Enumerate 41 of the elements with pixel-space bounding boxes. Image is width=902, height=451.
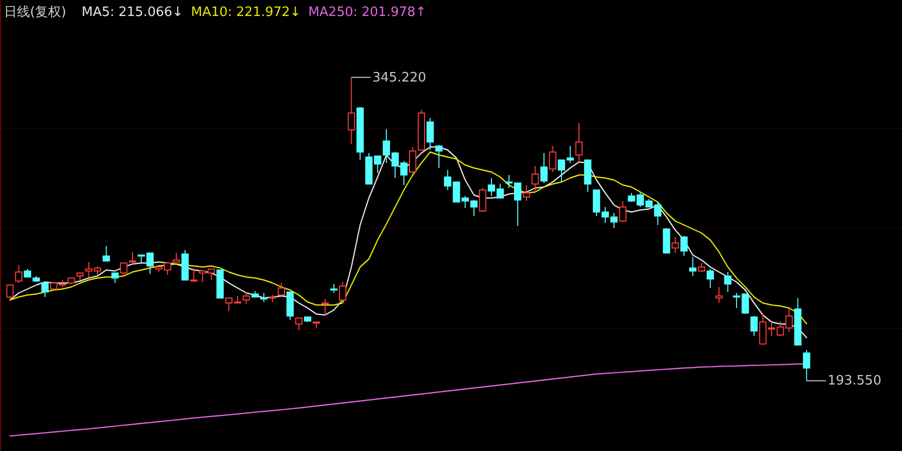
candlestick [662, 228, 670, 254]
candlestick [321, 298, 329, 316]
candlestick [41, 282, 49, 298]
candlestick [802, 350, 810, 382]
candlestick [750, 316, 758, 336]
text: MA250: 201.978↑ [308, 5, 426, 20]
candlestick [672, 236, 679, 254]
candlestick [689, 256, 696, 276]
candlestick [426, 118, 434, 150]
candlestick [111, 272, 119, 284]
candlestick [724, 272, 732, 292]
candlestick [286, 292, 294, 320]
candlestick [715, 286, 723, 304]
candlestick [575, 122, 583, 162]
candlestick [120, 262, 128, 276]
candlestick [348, 76, 356, 144]
candlestick [522, 184, 530, 202]
candlestick [128, 252, 136, 266]
text: MA5: 215.066↓ [82, 5, 184, 20]
text: MA10: 221.972↓ [191, 5, 301, 20]
candlestick [706, 268, 714, 288]
candlestick [680, 236, 688, 256]
candlestick [338, 282, 346, 304]
candlestick [532, 166, 539, 192]
candlestick [6, 284, 14, 300]
candlestick [242, 292, 250, 304]
candlestick [409, 146, 416, 174]
text: 193.550 [828, 374, 882, 389]
candlestick [15, 264, 22, 284]
candlestick [278, 282, 285, 298]
candlestick [295, 318, 303, 330]
candlestick [479, 188, 486, 212]
candlestick [190, 268, 198, 282]
candlestick [584, 160, 592, 192]
chart-title: 日线(复权) [4, 5, 66, 20]
candlestick [102, 246, 110, 262]
annotation: 345.220 [372, 70, 426, 86]
candlestick [540, 152, 548, 184]
candlestick [435, 144, 443, 168]
candlestick [619, 200, 626, 222]
candlestick [549, 146, 556, 172]
